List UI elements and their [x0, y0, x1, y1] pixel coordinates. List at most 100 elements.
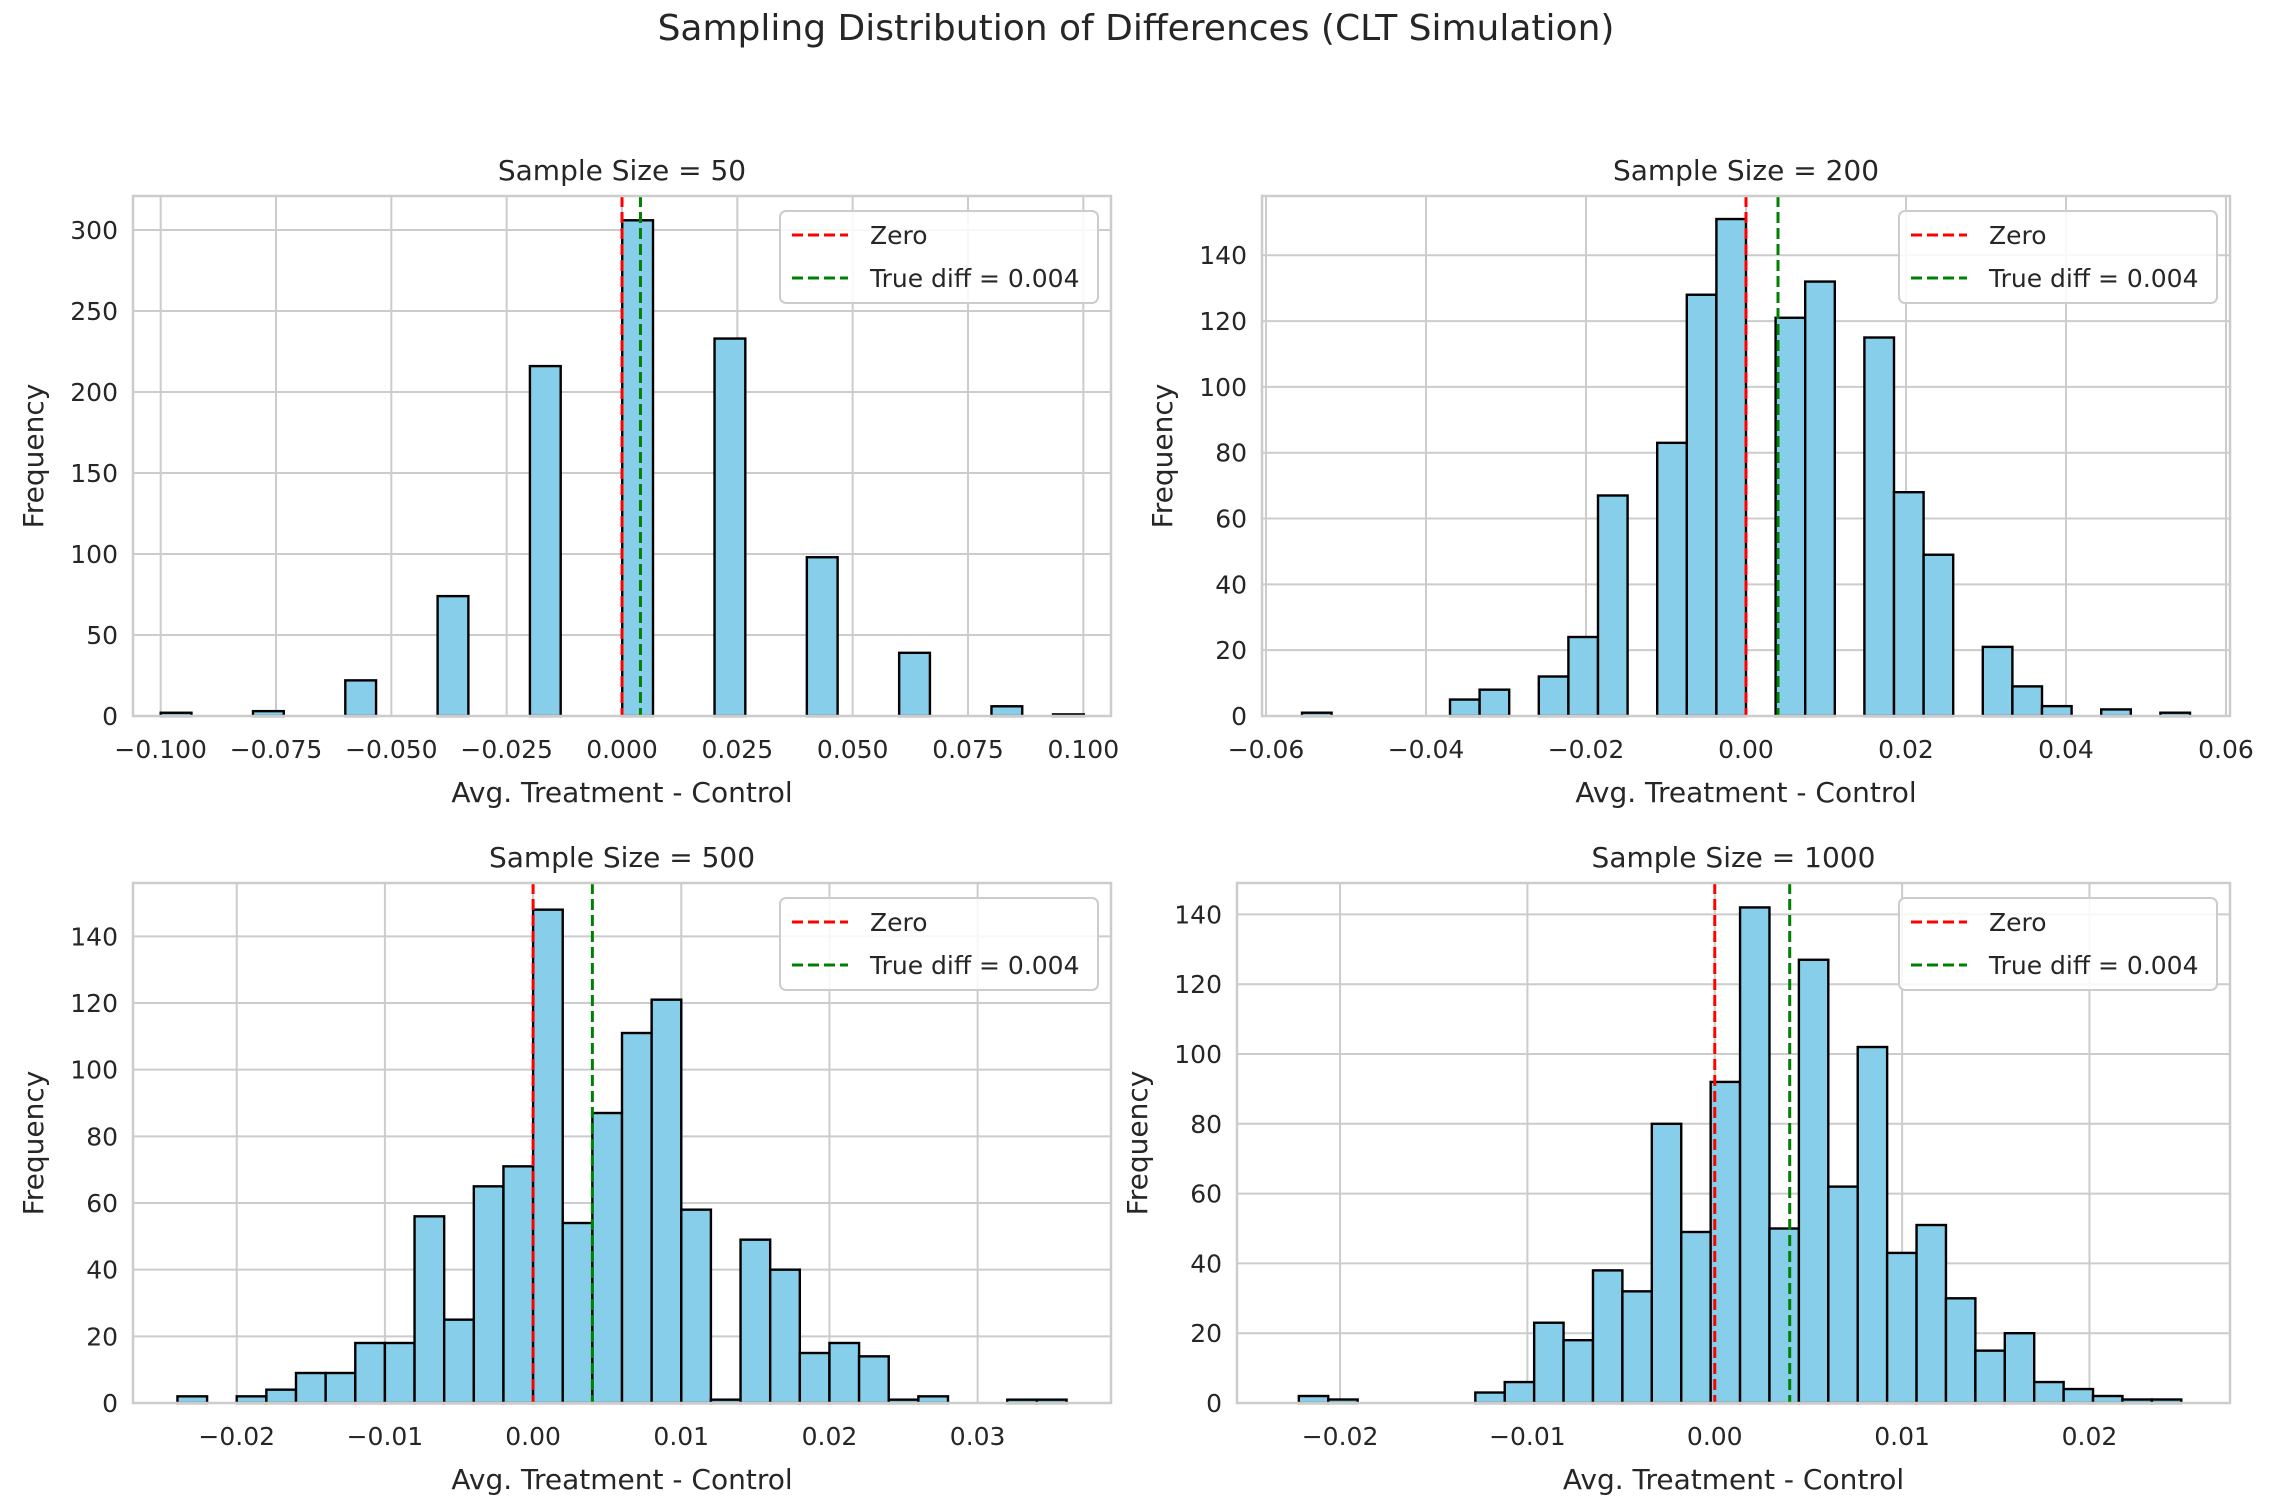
y-tick-label: 0: [1231, 702, 1247, 731]
x-tick-label: −0.050: [345, 735, 438, 764]
histogram-bar: [265, 1388, 298, 1405]
y-tick-label: 100: [70, 540, 118, 569]
y-axis-label: Frequency: [1146, 384, 1179, 529]
histogram-bar: [413, 1215, 446, 1405]
y-tick-label: 300: [70, 216, 118, 245]
legend-label: True diff = 0.004: [869, 264, 1080, 293]
histogram-bar: [1944, 1297, 1977, 1405]
x-tick-label: 0.100: [1048, 735, 1120, 764]
histogram-bar: [620, 1031, 653, 1405]
legend: Zero True diff = 0.004: [1898, 210, 2218, 304]
y-tick-label: 100: [1199, 373, 1247, 402]
histogram-bar: [1738, 906, 1771, 1405]
subplot-title: Sample Size = 1000: [1592, 841, 1876, 874]
x-tick-label: 0.01: [653, 1422, 709, 1451]
x-tick-label: 0.050: [817, 735, 889, 764]
histogram-bar: [1474, 1391, 1506, 1405]
histogram-bar: [798, 1351, 831, 1405]
histogram-bar: [472, 1185, 505, 1405]
histogram-bar: [442, 1318, 476, 1405]
y-tick-label: 50: [86, 621, 118, 650]
x-axis-label: Avg. Treatment - Control: [1575, 776, 1916, 809]
histogram-bar: [1981, 645, 2014, 718]
legend: Zero True diff = 0.004: [779, 897, 1099, 991]
x-tick-label: 0.00: [1718, 735, 1774, 764]
histogram-bar: [1503, 1380, 1536, 1405]
y-tick-label: 40: [1215, 570, 1247, 599]
histogram-bar: [1650, 1122, 1683, 1405]
histogram-bar: [1591, 1269, 1624, 1405]
y-tick-label: 100: [1174, 1040, 1222, 1069]
x-tick-label: 0.000: [586, 735, 658, 764]
legend-label: True diff = 0.004: [1988, 951, 2199, 980]
histogram-bar: [739, 1238, 772, 1405]
x-axis-label: Avg. Treatment - Control: [1563, 1463, 1904, 1496]
subplot-2: −0.06 −0.04 −0.02 0.00 0.02 0.04 0.06 0 20 40 60 80…: [1146, 154, 2254, 809]
y-tick-label: 20: [1215, 636, 1247, 665]
x-tick-label: 0.04: [2038, 735, 2094, 764]
histogram-bar: [344, 679, 378, 718]
histogram-bar: [1685, 293, 1718, 718]
histogram-bar: [650, 998, 683, 1405]
histogram-bar: [1596, 494, 1629, 718]
histogram-bar: [502, 1165, 535, 1405]
x-tick-label: −0.02: [1548, 735, 1625, 764]
histogram-bar: [1448, 698, 1481, 718]
histogram-bar: [436, 594, 470, 718]
histogram-bar: [1974, 1349, 2006, 1405]
histogram-bar: [2033, 1380, 2065, 1405]
y-tick-label: 120: [1199, 307, 1247, 336]
x-tick-label: 0.03: [950, 1422, 1006, 1451]
histogram-bar: [561, 1221, 594, 1405]
subplot-title: Sample Size = 500: [489, 841, 755, 874]
axes-frame: [1260, 194, 2232, 718]
y-tick-label: 140: [1199, 241, 1247, 270]
y-tick-label: 140: [1174, 900, 1222, 929]
x-tick-label: −0.100: [114, 735, 207, 764]
x-tick-label: −0.075: [230, 735, 323, 764]
x-tick-label: 0.00: [505, 1422, 561, 1451]
histogram-bar: [1768, 1227, 1801, 1405]
histogram-bar: [528, 364, 562, 718]
histogram-bar: [2011, 685, 2044, 718]
y-tick-label: 150: [70, 459, 118, 488]
y-tick-label: 0: [102, 702, 118, 731]
y-tick-label: 0: [102, 1389, 118, 1418]
axes-frame: [1235, 881, 2232, 1405]
histogram-bar: [768, 1268, 802, 1405]
y-tick-label: 140: [70, 922, 118, 951]
histogram-bar: [1655, 441, 1688, 718]
subplot-4: −0.02 −0.01 0.00 0.01 0.02 0 20 40 60 80 100 120 140…: [1121, 841, 2232, 1496]
y-axis-label: Frequency: [17, 384, 50, 529]
histogram-bar: [828, 1341, 861, 1405]
legend-box: [1898, 210, 2218, 304]
figure-title: Sampling Distribution of Differences (CL…: [657, 8, 1615, 49]
histogram-bar: [713, 337, 747, 718]
histogram-bar: [1537, 675, 1570, 718]
x-axis-label: Avg. Treatment - Control: [451, 776, 792, 809]
x-axis-label: Avg. Treatment - Control: [451, 1463, 792, 1496]
histogram-bar: [1863, 336, 1896, 718]
legend-label: Zero: [870, 221, 928, 250]
y-tick-label: 250: [70, 297, 118, 326]
histogram-bar: [897, 651, 932, 718]
subplot-1: −0.100 −0.075 −0.050 −0.025 0.000 0.025 0.050 0…: [17, 154, 1119, 809]
histogram-bar: [2003, 1332, 2036, 1405]
legend: Zero True diff = 0.004: [1898, 897, 2218, 991]
y-tick-label: 40: [1190, 1249, 1222, 1278]
histogram-bar: [1915, 1223, 1948, 1405]
histogram-bar: [1827, 1185, 1859, 1405]
histogram-bar: [1922, 553, 1955, 718]
legend-label: Zero: [1989, 221, 2047, 250]
y-tick-label: 60: [1215, 505, 1247, 534]
histogram-bar: [1621, 1290, 1654, 1405]
legend: Zero True diff = 0.004: [779, 210, 1099, 304]
histogram-bar: [1803, 280, 1836, 718]
x-tick-label: −0.02: [1302, 1422, 1379, 1451]
histogram-bar: [857, 1355, 890, 1405]
legend-box: [1898, 897, 2218, 991]
x-tick-label: −0.01: [347, 1422, 424, 1451]
y-tick-label: 60: [1190, 1180, 1222, 1209]
histogram-bar: [294, 1371, 327, 1405]
